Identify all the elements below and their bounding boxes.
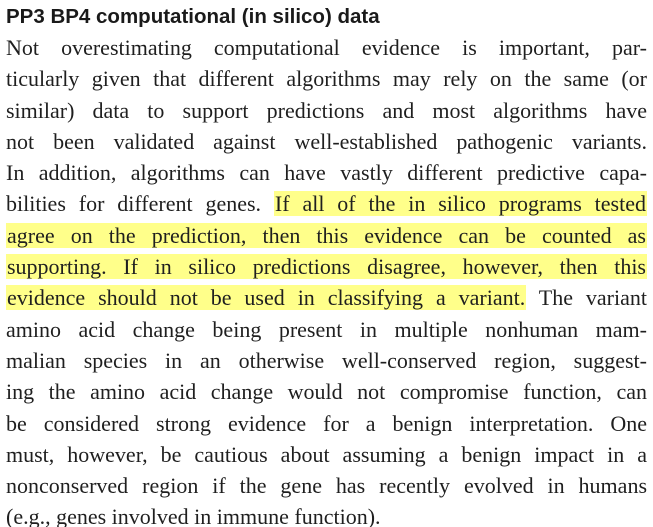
paragraph-line: (e.g., genes involved in immune function…: [6, 501, 647, 527]
paragraph-line: bilities for different genes. If all of …: [6, 188, 647, 219]
line-text: ticularly given that different algorithm…: [6, 66, 647, 92]
paragraph-line: amino acid change being present in multi…: [6, 314, 647, 345]
body-paragraph: Not overestimating computational evidenc…: [6, 32, 647, 527]
line-text: must, however, be cautious about assumin…: [6, 441, 647, 467]
highlighted-text: If all of the in silico programs tested: [273, 191, 647, 217]
line-text: Not overestimating computational evidenc…: [6, 35, 647, 60]
paragraph-line: malian species in an otherwise well-cons…: [6, 345, 647, 376]
line-text: similar) data to support predictions and…: [6, 97, 647, 123]
line-text: bilities for different genes.: [6, 191, 274, 217]
line-text: ing the amino acid change would not comp…: [6, 379, 647, 405]
paragraph-line: must, however, be cautious about assumin…: [6, 439, 647, 470]
highlighted-text: supporting. If in silico predictions dis…: [6, 254, 647, 280]
line-text: In addition, algorithms can have vastly …: [6, 160, 647, 186]
paragraph-line: agree on the prediction, then this evide…: [6, 220, 647, 251]
line-text: (e.g., genes involved in immune function…: [6, 504, 381, 527]
highlighted-text: evidence should not be used in classifyi…: [6, 285, 527, 311]
line-text: malian species in an otherwise well-cons…: [6, 347, 647, 373]
paragraph-line: evidence should not be used in classifyi…: [6, 282, 647, 313]
paragraph-line: ticularly given that different algorithm…: [6, 63, 647, 94]
paragraph-line: similar) data to support predictions and…: [6, 95, 647, 126]
line-text: not been validated against well-establis…: [6, 128, 647, 154]
paragraph-line: be considered strong evidence for a beni…: [6, 408, 647, 439]
paragraph-line: Not overestimating computational evidenc…: [6, 32, 647, 63]
paragraph-line: supporting. If in silico predictions dis…: [6, 251, 647, 282]
line-text: The variant: [526, 285, 647, 311]
section-heading: PP3 BP4 computational (in silico) data: [6, 5, 380, 28]
paragraph-line: ing the amino acid change would not comp…: [6, 376, 647, 407]
paragraph-line: nonconserved region if the gene has rece…: [6, 470, 647, 501]
line-text: nonconserved region if the gene has rece…: [6, 473, 647, 499]
line-text: amino acid change being present in multi…: [6, 316, 647, 342]
paragraph-line: In addition, algorithms can have vastly …: [6, 157, 647, 188]
paragraph-line: not been validated against well-establis…: [6, 126, 647, 157]
highlighted-text: agree on the prediction, then this evide…: [6, 222, 647, 248]
line-text: be considered strong evidence for a beni…: [6, 410, 647, 436]
